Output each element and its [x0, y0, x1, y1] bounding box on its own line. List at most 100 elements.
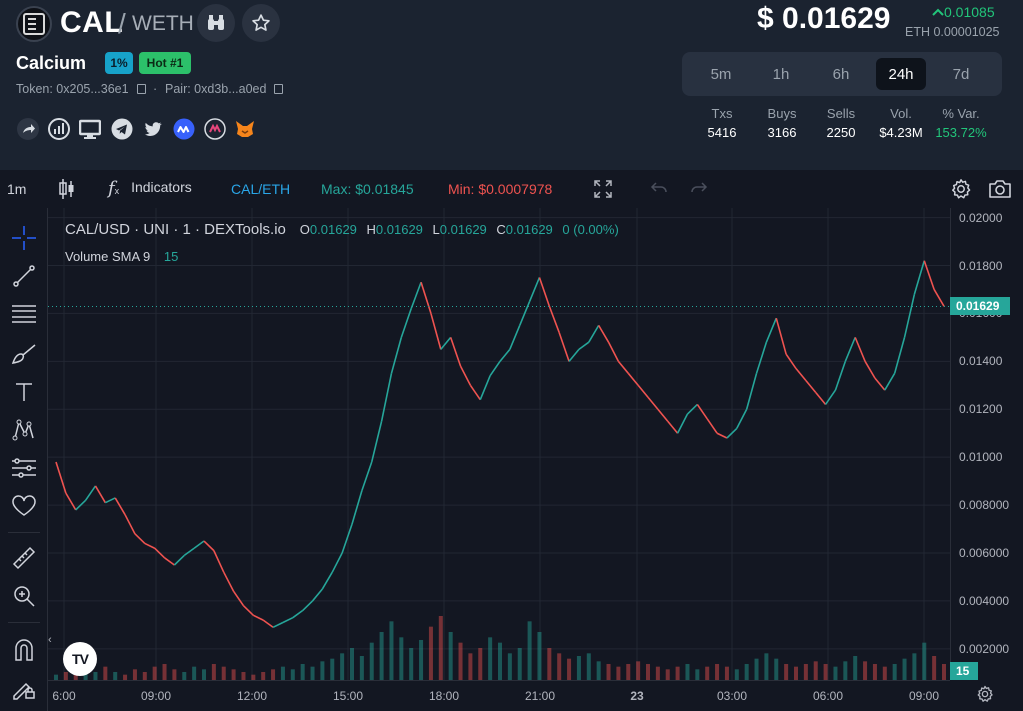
text-tool[interactable]: [10, 378, 38, 406]
token-logo: [16, 6, 52, 42]
website-icon[interactable]: [79, 118, 101, 140]
volume-value-tag: 15: [950, 662, 978, 680]
timeframe-24h[interactable]: 24h: [876, 58, 926, 90]
chart-settings-button[interactable]: [950, 178, 972, 203]
timeframe-6h[interactable]: 6h: [832, 65, 850, 83]
magnet-tool[interactable]: [10, 636, 38, 664]
legend-low: 0.01629: [439, 222, 487, 237]
time-tick-label: 03:00: [716, 689, 748, 703]
volume-bar: [685, 664, 690, 680]
price-segment: [785, 353, 797, 369]
favorite-button[interactable]: [242, 4, 280, 42]
price-segment: [509, 325, 521, 350]
binoculars-button[interactable]: [197, 4, 235, 42]
ruler-icon: [12, 546, 36, 570]
telegram-icon[interactable]: [111, 118, 133, 140]
volume-bar: [142, 672, 147, 680]
stat-buys-value: 3166: [767, 125, 797, 140]
price-segment: [617, 360, 629, 374]
price-eth: ETH 0.00001025: [905, 25, 1000, 39]
last-price-tag: 0.01629: [950, 297, 1010, 316]
price-segment: [893, 337, 906, 374]
tradingview-logo[interactable]: TV: [63, 642, 97, 676]
time-tick-label: 09:00: [908, 689, 940, 703]
volume-bar: [636, 661, 641, 680]
screenshot-button[interactable]: [988, 179, 1012, 202]
volume-bar: [922, 642, 927, 680]
price-segment: [341, 524, 353, 554]
max-price-label: Max: $0.01845: [321, 181, 414, 197]
candle-type-button[interactable]: [58, 178, 76, 203]
volume-bar: [369, 642, 374, 680]
stat-variation-label: % Var.: [942, 106, 980, 121]
volume-bar: [399, 637, 404, 680]
price-segment: [469, 384, 481, 401]
lock-drawings-tool[interactable]: [10, 674, 38, 702]
crosshair-tool[interactable]: [10, 224, 38, 252]
chart-legend: CAL/USD · UNI · 1 · DEXTools.io O0.01629…: [65, 221, 619, 238]
price-segment: [430, 313, 442, 350]
time-axis[interactable]: 6:00 09:00 12:00 15:00 18:00 21:00 23 03:00 06:0…: [48, 680, 950, 711]
coinmarketcap-icon[interactable]: [173, 118, 195, 140]
price-segment: [302, 600, 314, 612]
price-segment: [154, 547, 166, 559]
axis-settings-button[interactable]: [976, 685, 994, 708]
price-segment: [311, 588, 324, 602]
volume-bar: [419, 640, 424, 680]
chart-plot-area[interactable]: CAL/USD · UNI · 1 · DEXTools.io O0.01629…: [48, 208, 950, 680]
price-segment: [370, 421, 383, 463]
volume-bar: [379, 632, 384, 680]
twitter-icon[interactable]: [142, 118, 164, 140]
share-icon[interactable]: [17, 118, 39, 140]
price-segment: [183, 547, 195, 557]
fullscreen-button[interactable]: [594, 180, 612, 201]
prediction-tool[interactable]: [10, 454, 38, 482]
fib-tool[interactable]: [10, 300, 38, 328]
coingecko-icon[interactable]: [204, 118, 226, 140]
price-segment: [933, 289, 945, 307]
indicators-button[interactable]: fx Indicators: [108, 178, 192, 199]
metamask-icon[interactable]: [234, 118, 256, 140]
hot-badge: Hot #1: [139, 52, 191, 74]
copy-icon[interactable]: [136, 84, 146, 94]
price-segment: [242, 605, 254, 616]
tradingview-icon: TV: [72, 651, 89, 667]
brush-tool[interactable]: [10, 340, 38, 368]
stat-volume-value: $4.23M: [879, 125, 923, 140]
price-segment: [775, 318, 787, 355]
timeframe-1h[interactable]: 1h: [772, 65, 790, 83]
trend-line-tool[interactable]: [10, 262, 38, 290]
token-symbol: CAL: [60, 6, 124, 39]
compare-pair-button[interactable]: CAL/ETH: [231, 181, 291, 197]
volume-bar: [833, 666, 838, 680]
volume-bar: [241, 672, 246, 680]
timeframe-7d[interactable]: 7d: [952, 65, 970, 83]
brush-icon: [11, 344, 36, 364]
etherscan-icon[interactable]: [48, 118, 70, 140]
volume-legend-value: 15: [163, 249, 179, 264]
legend-h-label: H: [366, 222, 376, 237]
timeframe-5m[interactable]: 5m: [710, 65, 732, 83]
volume-bar: [823, 664, 828, 680]
volume-bar: [409, 648, 414, 680]
magnet-icon: [15, 639, 33, 661]
volume-bar: [606, 664, 611, 680]
time-tick-label: 6:00: [52, 689, 76, 703]
redo-button[interactable]: [690, 180, 708, 199]
price-axis[interactable]: 0.020000.018000.016000.014000.012000.010…: [950, 208, 1023, 680]
price-chart: [48, 208, 950, 680]
interval-selector[interactable]: 1m: [7, 181, 27, 197]
expand-icon: [594, 180, 612, 198]
price-segment: [607, 341, 620, 362]
pattern-tool[interactable]: [10, 416, 38, 444]
price-segment: [55, 461, 67, 494]
undo-button[interactable]: [650, 180, 668, 199]
measure-tool[interactable]: [10, 544, 38, 572]
favorites-tool[interactable]: [10, 492, 38, 520]
zoom-tool[interactable]: [10, 582, 38, 610]
function-icon: f: [108, 178, 115, 199]
price-segment: [420, 282, 432, 314]
quote-symbol: WETH: [132, 12, 194, 35]
collapse-toolbar-icon[interactable]: ‹: [48, 634, 52, 646]
copy-icon[interactable]: [274, 84, 284, 94]
